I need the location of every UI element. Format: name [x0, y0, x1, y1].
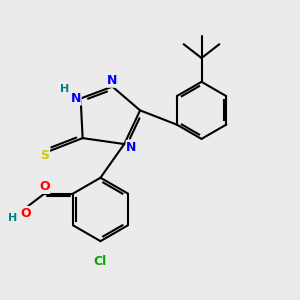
- Text: S: S: [40, 149, 50, 162]
- Text: O: O: [20, 206, 31, 220]
- Text: H: H: [8, 213, 17, 223]
- Text: Cl: Cl: [94, 255, 107, 268]
- Text: N: N: [107, 74, 118, 87]
- Text: H: H: [60, 84, 69, 94]
- Text: N: N: [126, 141, 136, 154]
- Text: O: O: [39, 180, 50, 194]
- Text: N: N: [71, 92, 81, 105]
